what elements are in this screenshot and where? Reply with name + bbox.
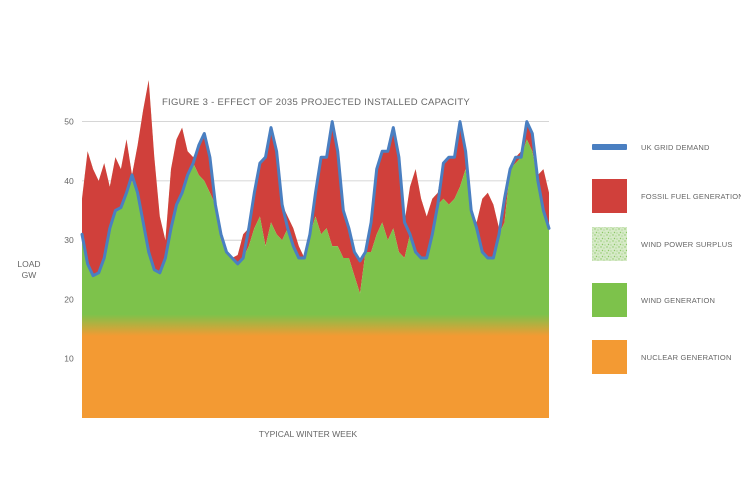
legend-swatch — [592, 144, 627, 150]
legend-item-uk-grid-demand: UK GRID DEMAND — [592, 143, 710, 152]
y-tick-label-40: 40 — [64, 176, 74, 186]
nuclear-generation-area — [82, 335, 549, 418]
y-axis-label-line1: LOAD — [17, 259, 40, 269]
legend-label: UK GRID DEMAND — [641, 143, 710, 152]
legend-swatch — [592, 340, 627, 374]
y-axis-label-line2: GW — [22, 270, 37, 280]
uk-grid-demand-line — [80, 120, 551, 278]
chart-title: FIGURE 3 - EFFECT OF 2035 PROJECTED INST… — [162, 97, 470, 108]
legend-swatch — [592, 283, 627, 317]
legend-item-fossil-fuel-generation: FOSSIL FUEL GENERATION — [592, 179, 741, 213]
legend-item-wind-generation: WIND GENERATION — [592, 283, 715, 317]
legend-swatch — [592, 227, 627, 261]
nuclear-wind-transition — [82, 314, 549, 337]
legend-label: NUCLEAR GENERATION — [641, 353, 732, 362]
legend-item-nuclear-generation: NUCLEAR GENERATION — [592, 340, 732, 374]
legend-swatch — [592, 179, 627, 213]
y-tick-label-30: 30 — [64, 235, 74, 245]
y-tick-label-50: 50 — [64, 117, 74, 127]
legend-label: WIND POWER SURPLUS — [641, 240, 733, 249]
y-tick-labels: 10 20 30 40 50 — [64, 117, 74, 364]
y-tick-label-20: 20 — [64, 294, 74, 304]
area-layer — [82, 80, 549, 418]
fossil-fuel-area — [82, 80, 549, 294]
line-layer — [80, 120, 551, 278]
legend-item-wind-power-surplus: WIND POWER SURPLUS — [592, 227, 733, 261]
x-axis-label: TYPICAL WINTER WEEK — [259, 429, 358, 439]
legend: UK GRID DEMAND FOSSIL FUEL GENERATION WIND… — [592, 143, 741, 374]
legend-label: WIND GENERATION — [641, 296, 715, 305]
y-tick-label-10: 10 — [64, 354, 74, 364]
legend-label: FOSSIL FUEL GENERATION — [641, 192, 741, 201]
wind-generation-area — [82, 139, 549, 335]
